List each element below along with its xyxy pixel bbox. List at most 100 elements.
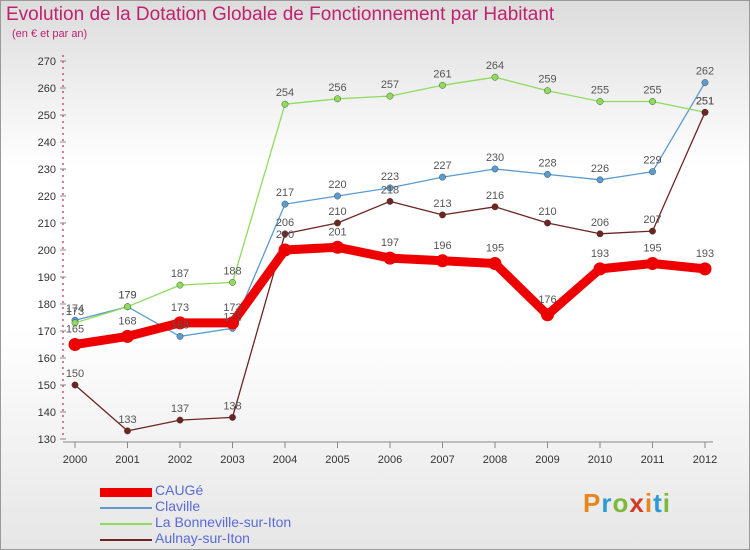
data-label: 264 (486, 60, 504, 72)
data-label: 218 (381, 184, 399, 196)
x-tick-label: 2003 (220, 454, 244, 466)
logo-letter: i (644, 488, 654, 518)
x-tick-label: 2001 (115, 454, 139, 466)
legend-swatch (100, 487, 152, 497)
data-label: 173 (171, 302, 189, 314)
data-label: 168 (171, 319, 189, 331)
data-point (71, 319, 79, 327)
legend-label: Claville (155, 498, 201, 514)
data-point (698, 262, 712, 276)
data-point (383, 251, 397, 265)
data-point (649, 98, 656, 105)
y-tick-label: 200 (38, 245, 56, 257)
data-label: 216 (486, 190, 504, 202)
data-point (334, 192, 341, 200)
y-tick-label: 140 (38, 407, 56, 419)
y-tick-label: 180 (38, 299, 56, 311)
data-label: 210 (328, 206, 346, 218)
series-line (74, 81, 706, 338)
data-point (173, 316, 187, 330)
y-tick-label: 190 (38, 272, 56, 284)
x-tick-label: 2008 (483, 454, 507, 466)
data-label: 255 (591, 85, 609, 97)
data-point (701, 79, 709, 87)
data-label: 173 (223, 302, 241, 314)
data-label: 228 (538, 157, 556, 169)
data-label: 174 (66, 303, 84, 315)
x-tick-label: 2000 (63, 454, 87, 466)
x-tick-label: 2010 (588, 454, 612, 466)
y-tick-label: 130 (38, 434, 56, 446)
data-point (439, 211, 446, 219)
data-point (593, 262, 607, 276)
data-point (124, 303, 131, 311)
data-label: 195 (486, 243, 504, 255)
data-label: 133 (118, 414, 136, 426)
data-point (596, 98, 604, 105)
data-label: 256 (328, 82, 346, 94)
x-tick-label: 2005 (325, 454, 349, 466)
data-point (488, 257, 502, 270)
data-label: 138 (223, 400, 241, 412)
legend-swatch (100, 523, 152, 525)
data-label: 173 (66, 306, 84, 318)
data-point (281, 230, 289, 238)
data-point (544, 87, 551, 95)
y-tick-label: 270 (38, 56, 56, 68)
data-label: 207 (643, 214, 661, 226)
logo-letter: i (662, 488, 671, 518)
data-label: 201 (328, 226, 346, 238)
data-label: 197 (381, 237, 399, 249)
data-label: 137 (171, 403, 189, 415)
data-point (229, 413, 236, 421)
chart-title: Evolution de la Dotation Globale de Fonc… (6, 4, 555, 25)
y-tick-label: 170 (38, 326, 56, 338)
y-tick-label: 150 (38, 380, 56, 392)
data-label: 262 (696, 66, 714, 78)
data-point (439, 81, 446, 89)
data-label: 195 (643, 243, 661, 255)
data-point (281, 200, 289, 208)
data-label: 179 (118, 290, 136, 302)
logo-letter: r (601, 488, 613, 518)
x-tick-label: 2006 (378, 454, 402, 466)
data-label: 193 (696, 248, 714, 260)
data-label: 176 (538, 294, 556, 306)
x-tick-label: 2007 (430, 454, 454, 466)
x-tick-label: 2009 (535, 454, 559, 466)
data-point (491, 203, 499, 211)
legend-swatch (100, 507, 152, 509)
data-label: 251 (696, 95, 714, 107)
data-point (121, 329, 134, 343)
legend-label: Aulnay-sur-Iton (155, 530, 250, 546)
data-label: 259 (538, 74, 556, 86)
data-point (334, 219, 341, 227)
data-label: 206 (276, 217, 294, 229)
data-point (71, 381, 79, 389)
data-label: 227 (433, 160, 451, 172)
legend-label: La Bonneville-sur-Iton (155, 514, 292, 530)
data-point (436, 254, 449, 268)
logo-letter: x (629, 488, 645, 518)
data-label: 168 (118, 315, 136, 327)
y-tick-label: 230 (38, 164, 56, 176)
data-point (281, 100, 289, 108)
data-point (176, 416, 184, 424)
data-label: 187 (171, 268, 189, 280)
data-point (386, 92, 394, 100)
data-label: 257 (381, 79, 399, 91)
data-label: 171 (223, 311, 241, 323)
x-tick-label: 2002 (168, 454, 192, 466)
data-label: 150 (66, 368, 84, 380)
data-point (701, 108, 709, 116)
data-point (541, 308, 554, 322)
data-label: 254 (276, 87, 294, 99)
data-point (176, 332, 184, 340)
chart-subtitle: (en € et par an) (12, 28, 88, 40)
data-point (229, 278, 236, 286)
data-label: 255 (643, 85, 661, 97)
data-label: 223 (381, 171, 399, 183)
data-point (386, 184, 394, 192)
